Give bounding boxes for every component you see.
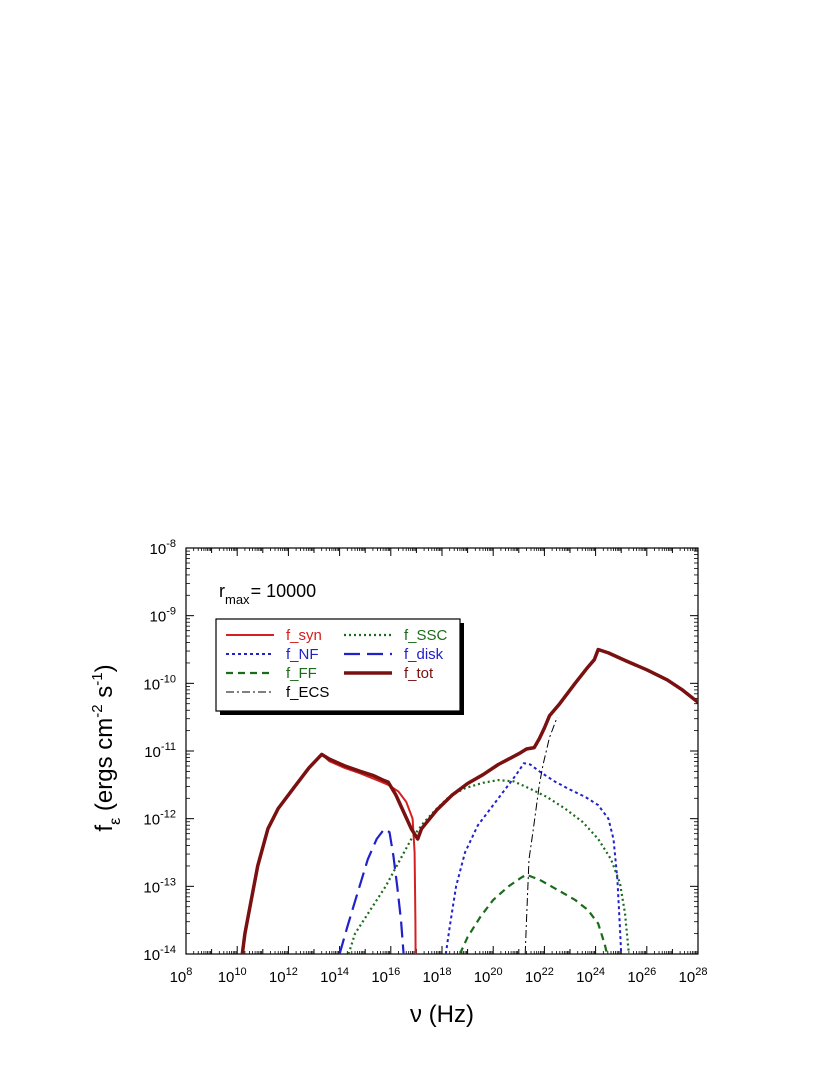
legend-label-f-SSC: f_SSC — [404, 627, 448, 644]
x-tick-label: 1016 — [371, 966, 400, 986]
x-tick-label: 1024 — [576, 966, 605, 986]
legend-label-f-disk: f_disk — [404, 646, 444, 663]
y-axis-c: ) — [91, 664, 118, 672]
y-axis-exp2: -1 — [89, 672, 106, 685]
x-tick-label: 1012 — [269, 966, 298, 986]
y-tick-label: 10-13 — [143, 876, 176, 896]
x-tick-label: 1018 — [423, 966, 452, 986]
y-tick-label: 10-10 — [143, 673, 176, 693]
annotation-rmax: rmax= 10000 — [219, 581, 316, 607]
y-tick-label: 10-14 — [143, 944, 176, 964]
tick-labels: 108 1010 1012 1014 1016 1018 1020 1022 1024 1026 1… — [143, 538, 707, 986]
annotation-sub: max — [225, 592, 250, 607]
y-tick-label: 10-12 — [143, 809, 176, 829]
x-tick-label: 1014 — [320, 966, 349, 986]
series-lines — [240, 647, 698, 954]
annotation-r: r — [219, 581, 225, 601]
x-axis-rest: (Hz) — [422, 1001, 474, 1028]
x-tick-label: 1010 — [218, 966, 247, 986]
series-f-disk — [338, 827, 405, 954]
legend-label-f-tot: f_tot — [404, 665, 434, 682]
x-axis-nu: ν — [410, 1001, 422, 1028]
legend-label-f-ECS: f_ECS — [286, 684, 329, 701]
plot-area — [185, 547, 699, 955]
legend-label-f-NF: f_NF — [286, 646, 319, 663]
series-f-NF — [444, 762, 623, 954]
series-f-ECS — [524, 717, 558, 954]
legend-label-f-syn: f_syn — [286, 627, 322, 644]
x-tick-label: 1026 — [627, 966, 656, 986]
y-axis-title: fε (ergs cm-2 s-1) — [89, 664, 124, 831]
legend: f_syn f_NF f_FF f_ECS f_SSC f_disk f_tot — [215, 618, 464, 715]
y-axis-exp1: -2 — [89, 704, 106, 717]
x-tick-label: 1028 — [679, 966, 708, 986]
y-axis-b: s — [91, 686, 118, 705]
series-f-SSC — [347, 779, 630, 954]
annotation-value: = 10000 — [251, 581, 317, 601]
axis-ticks — [185, 547, 699, 955]
legend-label-f-FF: f_FF — [286, 665, 317, 682]
y-axis-a: (ergs cm — [91, 718, 118, 818]
y-tick-label: 10-8 — [150, 538, 176, 558]
y-axis-f: f — [91, 825, 118, 832]
x-tick-label: 1020 — [474, 966, 503, 986]
x-tick-label: 108 — [170, 966, 193, 986]
y-tick-label: 10-9 — [150, 606, 176, 626]
x-tick-label: 1022 — [525, 966, 554, 986]
y-axis-sub: ε — [107, 818, 124, 825]
y-tick-label: 10-11 — [144, 741, 176, 761]
plot-frame — [185, 547, 699, 955]
x-axis-title: ν (Hz) — [410, 1001, 474, 1028]
series-f-FF — [458, 873, 609, 954]
series-f-tot — [240, 647, 698, 954]
